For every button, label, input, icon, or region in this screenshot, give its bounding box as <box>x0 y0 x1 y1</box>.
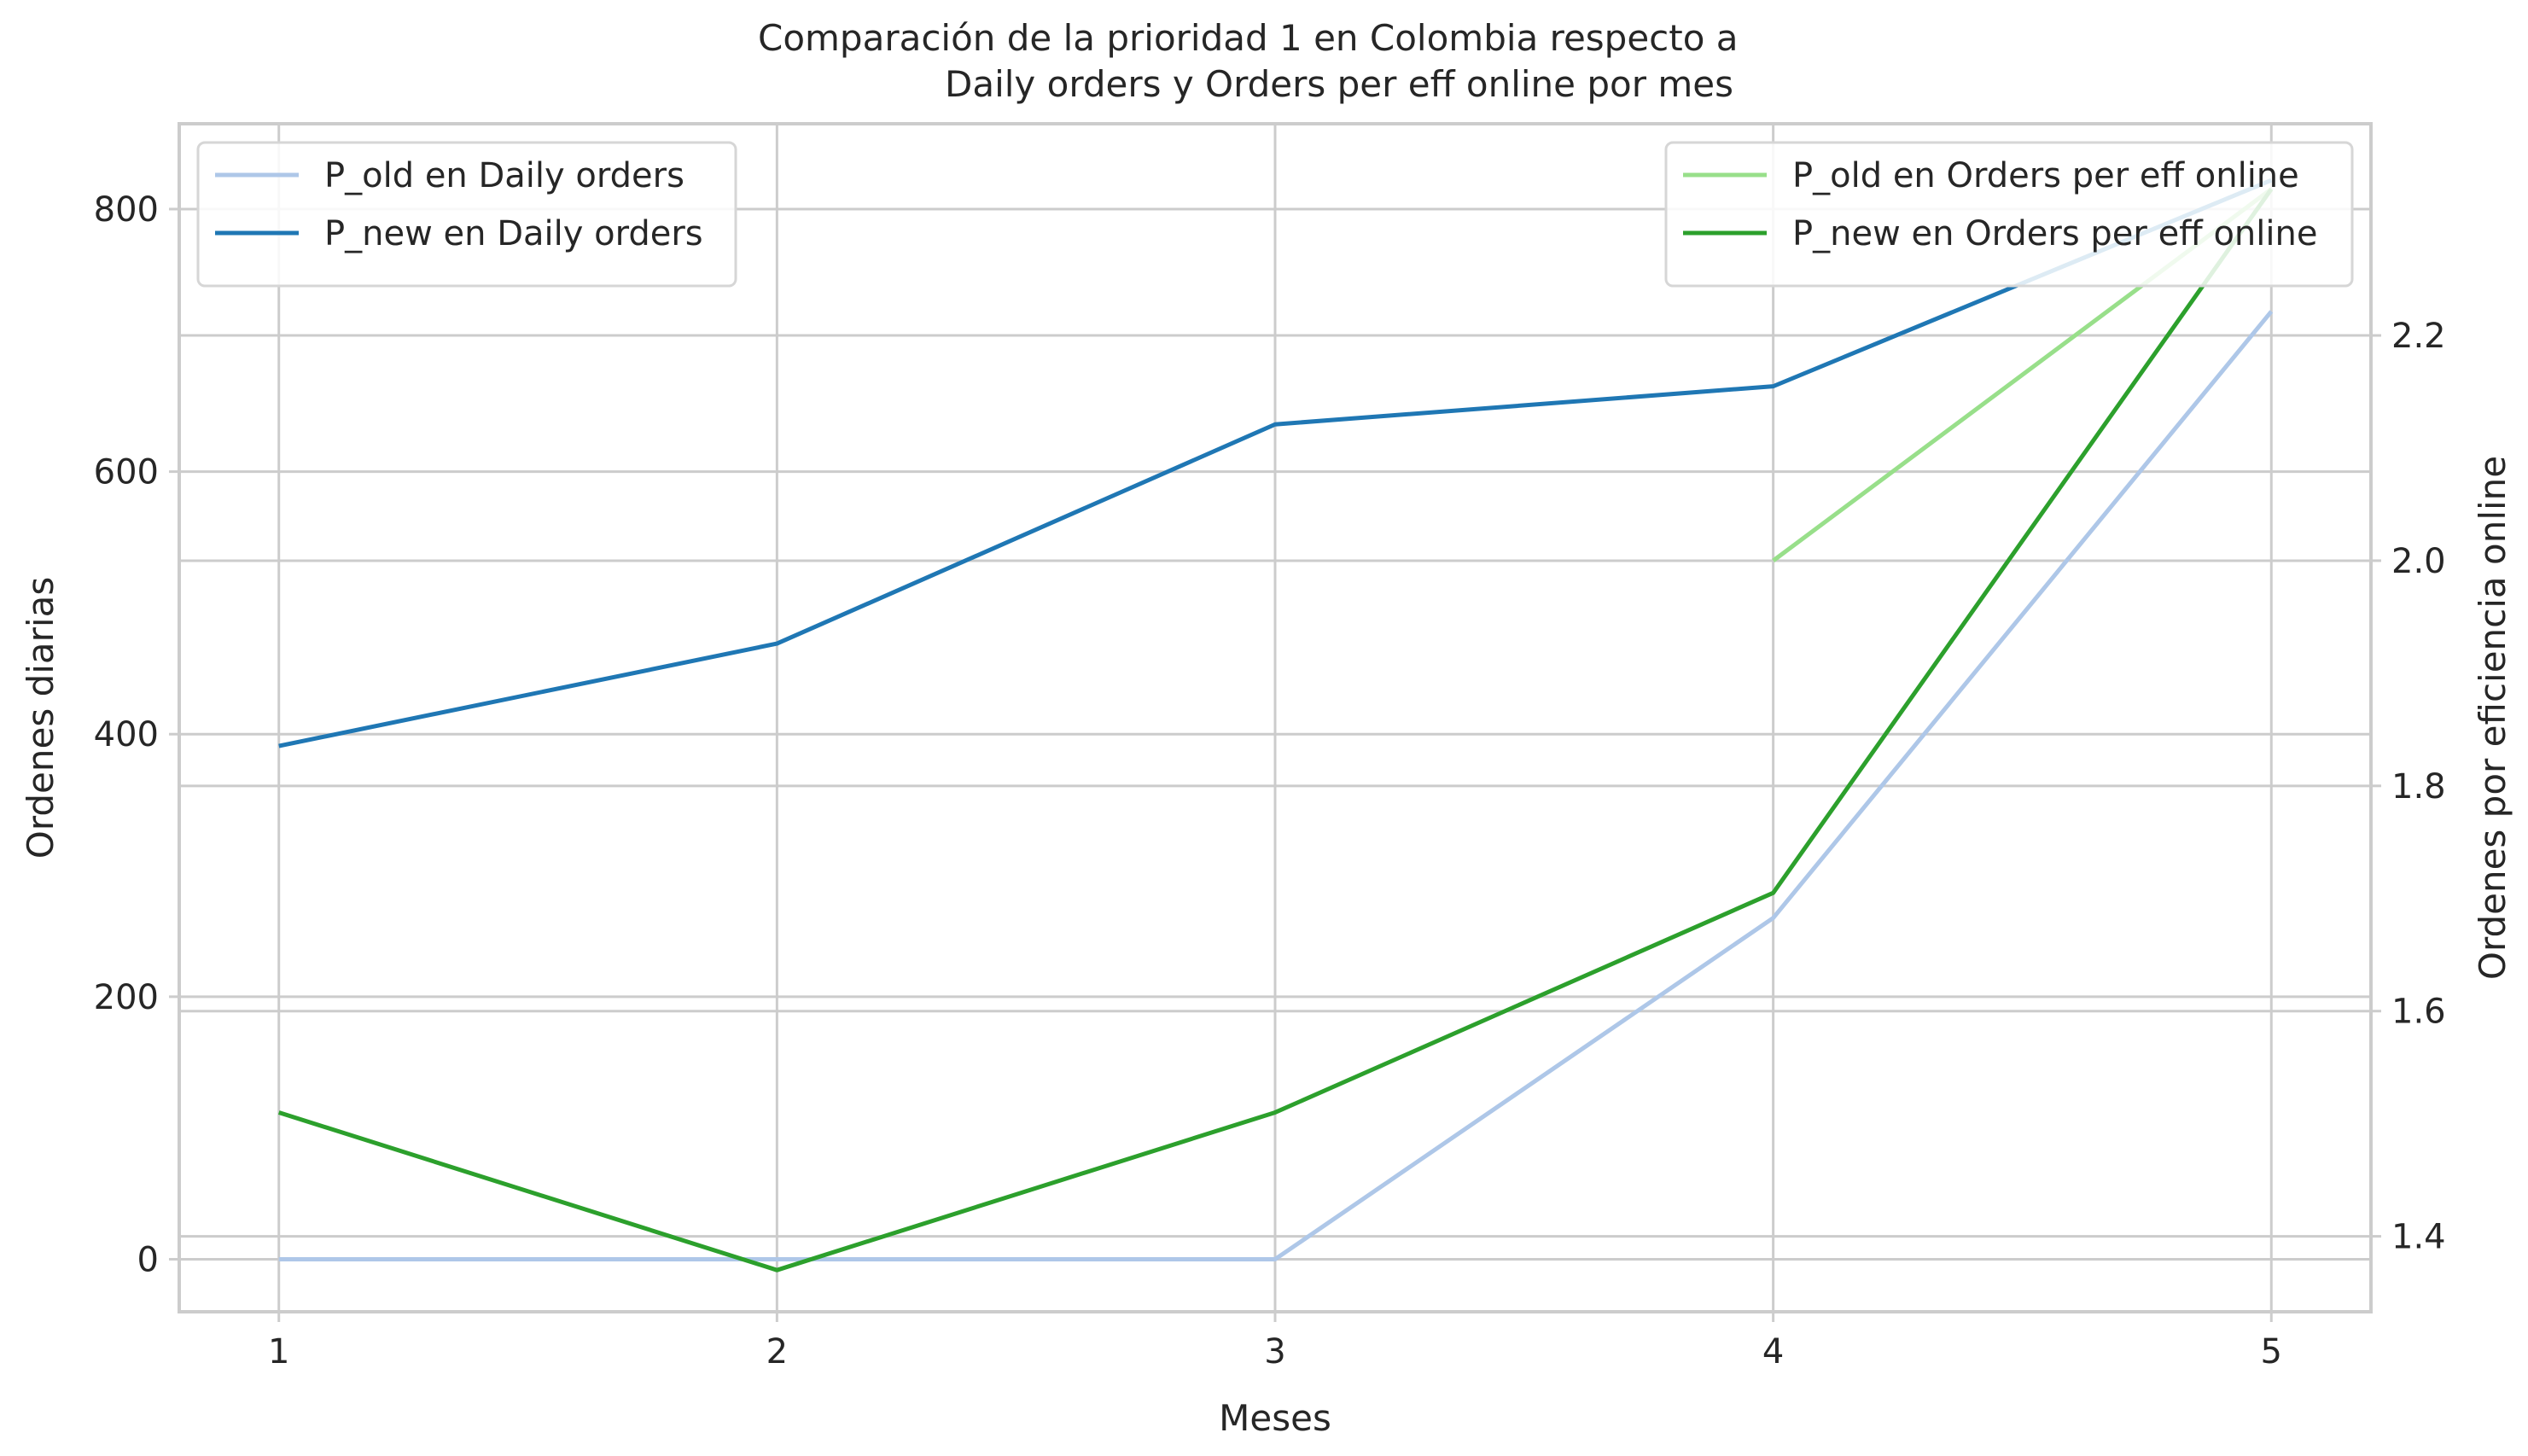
y-left-axis-label: Ordenes diarias <box>20 577 61 859</box>
y-right-tick-label: 1.6 <box>2391 993 2446 1032</box>
left-series-line-1 <box>278 178 2273 748</box>
right-series-line-1 <box>277 188 2274 1273</box>
right-legend-label: P_new en Orders per eff online <box>1792 214 2317 253</box>
y-right-axis-label: Ordenes por eficiencia online <box>2472 456 2513 980</box>
y-left-tick-label: 200 <box>94 978 159 1017</box>
x-tick-label: 3 <box>1264 1332 1285 1372</box>
y-left-tick-label: 400 <box>94 715 159 754</box>
x-tick-label: 4 <box>1762 1332 1784 1372</box>
y-right-tick-label: 1.8 <box>2391 767 2446 807</box>
y-right-tick-label: 2.0 <box>2391 542 2446 581</box>
y-right-tick-label: 1.4 <box>2391 1218 2446 1257</box>
y-left-tick-label: 0 <box>137 1240 159 1279</box>
left-legend-label: P_old en Daily orders <box>324 156 684 195</box>
left-series-line-0 <box>278 310 2274 1261</box>
x-tick-label: 5 <box>2261 1332 2282 1372</box>
left-legend-box <box>196 141 737 288</box>
chart-title-line-2: Daily orders y Orders per eff online por… <box>945 63 1733 105</box>
y-left-tick-label: 600 <box>94 453 159 492</box>
y-left-tick-label: 800 <box>94 190 159 230</box>
x-tick-label: 2 <box>766 1332 788 1372</box>
chart-title-line-1: Comparación de la prioridad 1 en Colombi… <box>758 17 1739 59</box>
right-legend-box <box>1664 141 2354 288</box>
y-right-tick-label: 2.2 <box>2391 317 2446 356</box>
right-legend-label: P_old en Orders per eff online <box>1792 156 2299 195</box>
x-axis-label: Meses <box>1219 1397 1331 1439</box>
x-tick-label: 1 <box>268 1332 289 1372</box>
left-legend-label: P_new en Daily orders <box>324 214 703 253</box>
